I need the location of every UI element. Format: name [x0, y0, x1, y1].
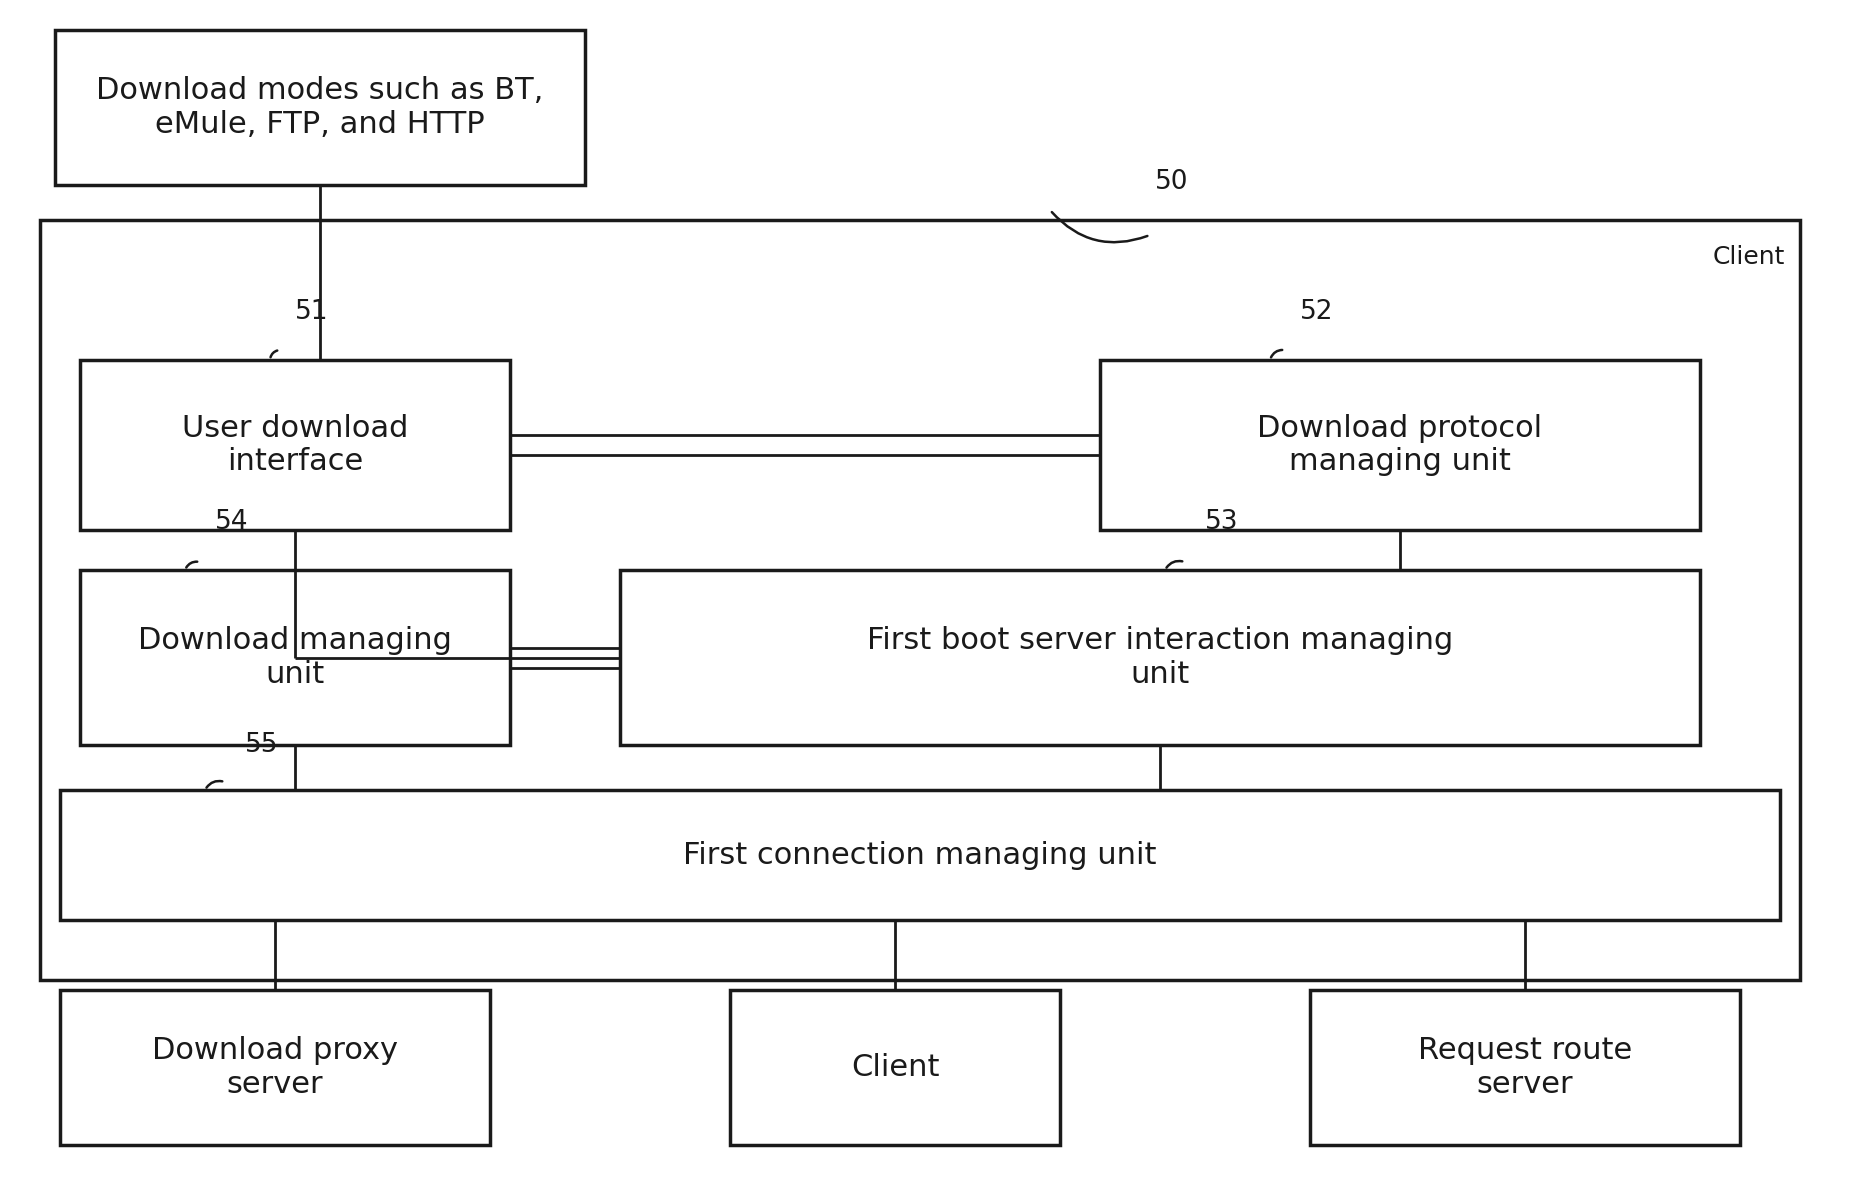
Text: Client: Client: [1712, 245, 1784, 268]
Text: 55: 55: [244, 732, 278, 758]
Text: User download
interface: User download interface: [181, 413, 409, 476]
Bar: [59, 790, 1781, 920]
Text: Download managing
unit: Download managing unit: [139, 626, 452, 689]
Text: First connection managing unit: First connection managing unit: [683, 840, 1157, 870]
Text: Request route
server: Request route server: [1418, 1036, 1633, 1099]
Bar: [1311, 990, 1740, 1145]
Bar: [59, 990, 491, 1145]
Text: First boot server interaction managing
unit: First boot server interaction managing u…: [866, 626, 1453, 689]
Text: 54: 54: [215, 508, 248, 535]
Bar: [620, 570, 1699, 745]
Bar: [56, 30, 585, 185]
Bar: [80, 360, 511, 530]
Text: Download modes such as BT,
eMule, FTP, and HTTP: Download modes such as BT, eMule, FTP, a…: [96, 76, 544, 139]
Bar: [729, 990, 1061, 1145]
Bar: [1099, 360, 1699, 530]
Text: 53: 53: [1205, 508, 1238, 535]
Text: Download proxy
server: Download proxy server: [152, 1036, 398, 1099]
Text: 52: 52: [1299, 299, 1333, 326]
Bar: [80, 570, 511, 745]
Text: Client: Client: [851, 1053, 938, 1082]
Bar: [41, 220, 1799, 980]
Text: 50: 50: [1155, 169, 1188, 195]
Text: Download protocol
managing unit: Download protocol managing unit: [1257, 413, 1542, 476]
Text: 51: 51: [294, 299, 328, 326]
